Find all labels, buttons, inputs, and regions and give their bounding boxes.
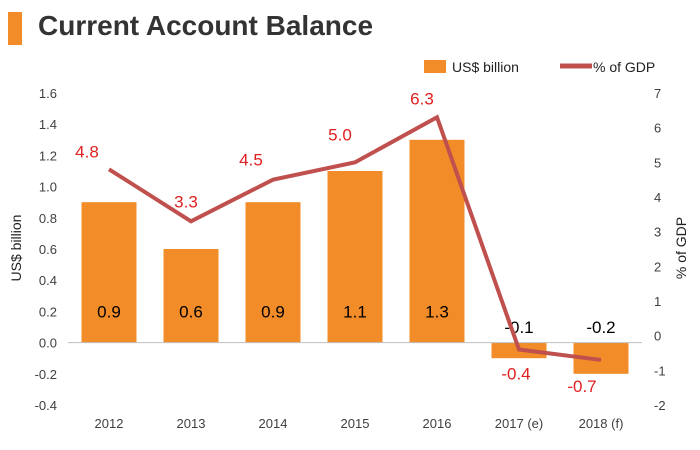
x-tick-label: 2014 [259, 416, 288, 431]
bar-value-label: -0.2 [586, 318, 615, 337]
y2-tick-label: 0 [654, 329, 661, 344]
x-tick-label: 2018 (f) [579, 416, 624, 431]
gdp-line [107, 114, 602, 362]
legend-line-label: % of GDP [593, 59, 655, 75]
legend-bar-label: US$ billion [452, 59, 519, 75]
y-tick-label: 0.4 [39, 273, 57, 288]
y2-tick-label: 5 [654, 155, 661, 170]
y-tick-label: 0.2 [39, 304, 57, 319]
y-tick-label: 0.8 [39, 211, 57, 226]
gdp-value-label: -0.7 [567, 377, 596, 396]
y-tick-label: 1.2 [39, 148, 57, 163]
bar-value-label: 1.3 [425, 302, 449, 321]
gdp-value-label: -0.4 [501, 365, 530, 384]
y2-tick-label: -2 [654, 398, 666, 413]
bar [163, 249, 219, 343]
y2-tick-label: 6 [654, 121, 661, 136]
y2-tick-label: 3 [654, 225, 661, 240]
legend: US$ billion % of GDP [424, 59, 655, 75]
y-axis-title: US$ billion [8, 215, 24, 282]
x-tick-label: 2013 [177, 416, 206, 431]
y-tick-label: 1.0 [39, 180, 57, 195]
plot-area: 1.6 1.4 1.2 1.0 0.8 0.6 0.4 0.2 0.0 -0.2 -0.4 7 6 5 4 3… [35, 86, 666, 431]
y-tick-label: -0.2 [35, 367, 57, 382]
y2-tick-label: -1 [654, 363, 666, 378]
y-tick-label: 0.6 [39, 242, 57, 257]
y-tick-label: -0.4 [35, 398, 57, 413]
gdp-value-label: 3.3 [174, 192, 198, 211]
x-tick-label: 2012 [95, 416, 124, 431]
title-accent-bar [8, 12, 22, 45]
x-tick-label: 2016 [423, 416, 452, 431]
gdp-value-label: 6.3 [410, 89, 434, 108]
y2-tick-label: 4 [654, 190, 661, 205]
gdp-value-label: 5.0 [328, 125, 352, 144]
bar [81, 202, 137, 343]
bar-value-label: 0.9 [97, 302, 121, 321]
bar-value-label: 0.6 [179, 302, 203, 321]
y2-tick-label: 2 [654, 259, 661, 274]
y2-axis-title: % of GDP [673, 217, 689, 279]
x-tick-label: 2017 (e) [495, 416, 543, 431]
y-tick-label: 0.0 [39, 336, 57, 351]
bar [245, 202, 301, 343]
y2-tick-label: 7 [654, 86, 661, 101]
bar-value-label: 1.1 [343, 302, 367, 321]
y-tick-label: 1.6 [39, 86, 57, 101]
y2-tick-label: 1 [654, 294, 661, 309]
gdp-value-label: 4.8 [75, 142, 99, 161]
legend-bar-swatch [424, 60, 446, 73]
x-tick-label: 2015 [341, 416, 370, 431]
bar [327, 171, 383, 343]
bar-value-label: 0.9 [261, 302, 285, 321]
gdp-value-label: 4.5 [239, 151, 263, 170]
chart-title: Current Account Balance [38, 10, 374, 41]
y-tick-label: 1.4 [39, 117, 57, 132]
